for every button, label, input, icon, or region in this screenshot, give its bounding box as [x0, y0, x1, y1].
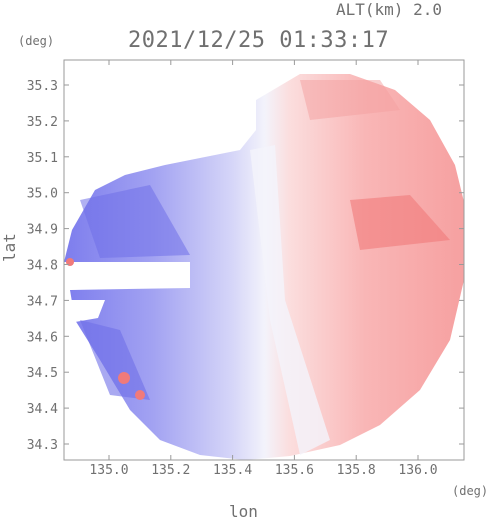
red-speckle: [118, 372, 130, 384]
y-tick-label: 34.7: [27, 294, 58, 309]
x-tick-label: 135.2: [151, 463, 190, 478]
zero-velocity-band: [250, 145, 330, 455]
y-tick-label: 34.4: [27, 402, 58, 417]
y-unit-label: (deg): [18, 34, 55, 48]
y-tick-label: 35.2: [27, 115, 58, 130]
altitude-label: ALT(km) 2.0: [336, 0, 442, 19]
y-tick-label: 34.8: [27, 259, 58, 274]
plot-frame: [63, 59, 465, 461]
x-ticks: 135.0 135.2 135.4 135.6 135.8 136.0: [89, 60, 438, 478]
y-tick-label: 35.1: [27, 151, 58, 166]
blue-streak: [80, 320, 150, 400]
x-axis-label: lon: [229, 502, 258, 521]
no-echo-notch: [70, 300, 105, 322]
x-tick-label: 135.8: [337, 463, 376, 478]
y-tick-label: 35.3: [27, 79, 58, 94]
y-tick-label: 34.3: [27, 438, 58, 453]
timestamp: 2021/12/25 01:33:17: [128, 28, 390, 53]
red-speckle: [135, 390, 145, 400]
no-echo-gap: [64, 266, 188, 290]
x-tick-label: 135.6: [275, 463, 314, 478]
x-tick-label: 135.0: [89, 463, 128, 478]
red-patch: [300, 80, 400, 120]
y-ticks: 35.3 35.2 35.1 35.0 34.9 34.8 34.7 34.6 34.5 34.4…: [27, 79, 464, 453]
y-tick-label: 34.9: [27, 223, 58, 238]
y-tick-label: 34.6: [27, 330, 58, 345]
x-tick-label: 136.0: [398, 463, 437, 478]
x-unit-label: (deg): [452, 484, 489, 498]
x-tick-label: 135.4: [213, 463, 252, 478]
y-tick-label: 34.5: [27, 366, 58, 381]
blue-streak: [80, 185, 190, 258]
red-patch: [350, 195, 450, 250]
y-tick-label: 35.0: [27, 187, 58, 202]
